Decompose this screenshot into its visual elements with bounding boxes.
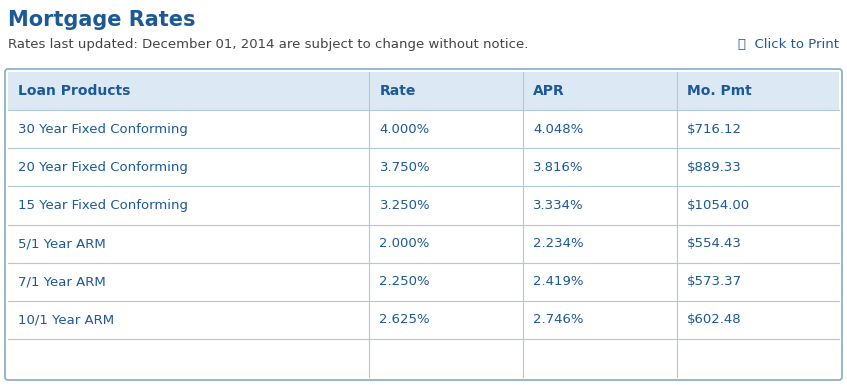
Text: 2.000%: 2.000% bbox=[379, 237, 430, 250]
Text: Rates last updated: December 01, 2014 are subject to change without notice.: Rates last updated: December 01, 2014 ar… bbox=[8, 38, 529, 51]
Text: $1054.00: $1054.00 bbox=[687, 199, 750, 212]
Text: $889.33: $889.33 bbox=[687, 161, 742, 174]
Text: Mortgage Rates: Mortgage Rates bbox=[8, 10, 196, 30]
Text: 3.250%: 3.250% bbox=[379, 199, 430, 212]
Text: 2.234%: 2.234% bbox=[534, 237, 584, 250]
Text: Loan Products: Loan Products bbox=[18, 84, 130, 98]
Text: 2.746%: 2.746% bbox=[534, 313, 584, 326]
Text: Rate: Rate bbox=[379, 84, 416, 98]
Text: $602.48: $602.48 bbox=[687, 313, 742, 326]
FancyBboxPatch shape bbox=[5, 69, 842, 380]
Text: 15 Year Fixed Conforming: 15 Year Fixed Conforming bbox=[18, 199, 188, 212]
Text: 30 Year Fixed Conforming: 30 Year Fixed Conforming bbox=[18, 123, 188, 136]
Text: 10/1 Year ARM: 10/1 Year ARM bbox=[18, 313, 114, 326]
Text: 5/1 Year ARM: 5/1 Year ARM bbox=[18, 237, 106, 250]
Text: 4.000%: 4.000% bbox=[379, 123, 429, 136]
Text: 4.048%: 4.048% bbox=[534, 123, 584, 136]
Text: 20 Year Fixed Conforming: 20 Year Fixed Conforming bbox=[18, 161, 188, 174]
Text: $716.12: $716.12 bbox=[687, 123, 742, 136]
Text: $554.43: $554.43 bbox=[687, 237, 742, 250]
Text: APR: APR bbox=[534, 84, 565, 98]
Text: 2.250%: 2.250% bbox=[379, 275, 430, 288]
Text: $573.37: $573.37 bbox=[687, 275, 742, 288]
Text: 2.625%: 2.625% bbox=[379, 313, 430, 326]
Text: 3.750%: 3.750% bbox=[379, 161, 430, 174]
Bar bbox=[8, 72, 839, 110]
Text: ⎙  Click to Print: ⎙ Click to Print bbox=[738, 38, 839, 51]
Text: 3.816%: 3.816% bbox=[534, 161, 584, 174]
Text: 2.419%: 2.419% bbox=[534, 275, 584, 288]
Text: 7/1 Year ARM: 7/1 Year ARM bbox=[18, 275, 106, 288]
Text: Mo. Pmt: Mo. Pmt bbox=[687, 84, 751, 98]
Text: 3.334%: 3.334% bbox=[534, 199, 584, 212]
